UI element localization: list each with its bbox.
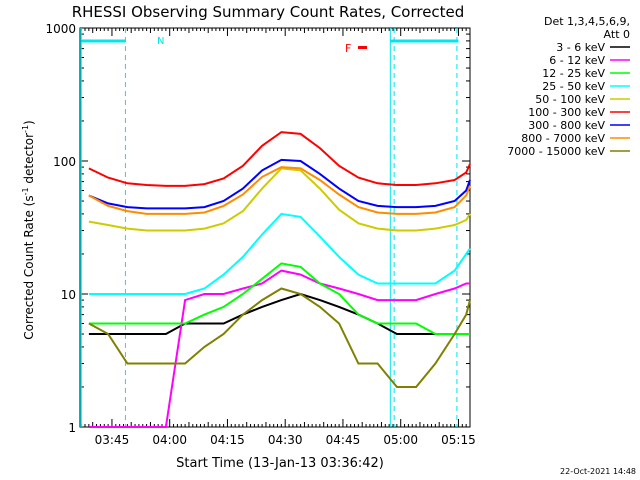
legend-label-2: 12 - 25 keV <box>542 67 605 80</box>
legend-label-7: 800 - 7000 keV <box>521 132 605 145</box>
y-tick-label: 10 <box>61 288 76 302</box>
legend-label-4: 50 - 100 keV <box>535 93 605 106</box>
x-tick-label: 04:00 <box>152 433 187 447</box>
y-tick-label: 1000 <box>45 22 76 36</box>
x-axis: 03:45 04:00 04:15 04:30 04:45 05:00 05:15 <box>80 28 476 447</box>
series-line-6 <box>88 158 471 210</box>
legend-label-6: 300 - 800 keV <box>528 119 605 132</box>
legend-title-line-1: Det 1,3,4,5,6,9, <box>544 15 630 28</box>
attenuator-markers <box>80 28 459 427</box>
series-line-7 <box>88 166 471 215</box>
y-tick-label: 1 <box>68 421 76 435</box>
series-line-2 <box>88 262 470 335</box>
annotation-n: N <box>157 36 164 47</box>
legend-label-0: 3 - 6 keV <box>556 41 605 54</box>
x-axis-label: Start Time (13-Jan-13 03:36:42) <box>176 456 384 471</box>
series-line-1 <box>88 269 470 428</box>
x-tick-label: 04:45 <box>326 433 361 447</box>
y-tick-label: 100 <box>53 155 76 169</box>
y-axis-label: Corrected Count Rate (s-1 detector-1) <box>21 120 36 339</box>
flare-flag-mark <box>358 46 367 49</box>
x-tick-label: 04:15 <box>210 433 245 447</box>
series-lines <box>88 131 471 428</box>
legend-label-3: 25 - 50 keV <box>542 80 605 93</box>
chart-title: RHESSI Observing Summary Count Rates, Co… <box>72 3 465 21</box>
timestamp: 22-Oct-2021 14:48 <box>560 467 636 476</box>
series-line-8 <box>88 287 471 388</box>
y-axis: 1 10 100 1000 <box>45 22 470 435</box>
plot-frame <box>79 27 471 428</box>
series-line-5 <box>88 131 471 187</box>
x-tick-label: 05:15 <box>441 433 476 447</box>
x-tick-label: 05:00 <box>383 433 418 447</box>
series-line-0 <box>88 292 470 335</box>
x-tick-label: 03:45 <box>95 433 130 447</box>
annotation-f: F <box>345 42 351 55</box>
legend-label-1: 6 - 12 keV <box>549 54 605 67</box>
legend-title-line-2: Att 0 <box>604 28 630 41</box>
x-tick-label: 04:30 <box>268 433 303 447</box>
legend-label-8: 7000 - 15000 keV <box>507 145 605 158</box>
series-line-4 <box>88 167 471 232</box>
legend-label-5: 100 - 300 keV <box>528 106 605 119</box>
series-line-3 <box>88 212 471 295</box>
